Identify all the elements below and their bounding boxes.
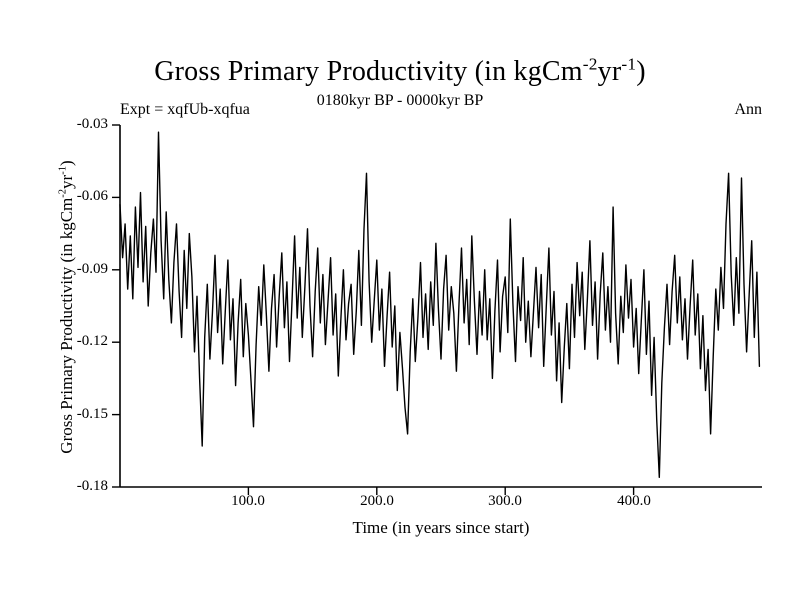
chart-title: Gross Primary Productivity (in kgCm-2yr-… [0,54,800,88]
x-tick-label: 200.0 [360,493,394,509]
y-tick-label: -0.03 [76,116,108,132]
chart-title-text: Gross Primary Productivity (in kgCm [154,56,583,87]
chart-subtitle: 0180kyr BP - 0000kyr BP [316,92,484,109]
chart-title-close: ) [636,56,646,87]
annual-label: Ann [734,101,762,118]
x-tick-label: 400.0 [617,493,651,509]
x-tick-label: 300.0 [488,493,522,509]
gpp-timeseries-line [119,131,761,478]
y-tick-label: -0.12 [76,333,108,349]
x-axis-title: Time (in years since start) [352,518,530,537]
chart-title-sup-minus2: -2 [582,54,598,74]
y-tick-label: -0.18 [76,478,108,494]
x-tick-label: 100.0 [231,493,265,509]
experiment-label: Expt = xqfUb-xqfua [120,101,250,118]
chart-title-sup-minus1: -1 [621,54,637,74]
chart-title-mid: yr [597,56,622,87]
y-tick-label: -0.06 [76,188,108,204]
y-tick-label: -0.15 [76,406,108,422]
y-tick-label: -0.09 [76,261,108,277]
